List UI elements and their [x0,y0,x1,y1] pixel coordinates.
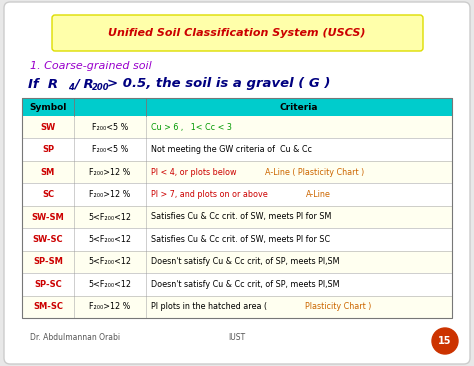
Text: 5<F₂₀₀<12: 5<F₂₀₀<12 [89,213,131,221]
FancyBboxPatch shape [4,2,470,364]
Bar [22,206,452,228]
Bar [22,183,452,206]
Text: Unified Soil Classification System (USCS): Unified Soil Classification System (USCS… [108,28,366,38]
Bar [22,161,452,183]
Text: 200: 200 [92,82,109,92]
Bar [22,116,452,138]
Text: F₂₀₀<5 %: F₂₀₀<5 % [92,123,128,132]
Bar [22,273,452,296]
Bar [22,251,452,273]
Text: Cu > 6 ,   1< Cc < 3: Cu > 6 , 1< Cc < 3 [151,123,232,132]
Text: SM: SM [41,168,55,177]
Text: Satisfies Cu & Cc crit. of SW, meets PI for SC: Satisfies Cu & Cc crit. of SW, meets PI … [151,235,330,244]
Text: F₂₀₀>12 %: F₂₀₀>12 % [89,190,131,199]
Text: SW-SM: SW-SM [32,213,64,221]
Text: A-Line: A-Line [306,190,331,199]
Text: IUST: IUST [228,333,246,343]
Text: PI > 7, and plots on or above: PI > 7, and plots on or above [151,190,270,199]
Text: PI < 4, or plots below: PI < 4, or plots below [151,168,239,177]
Text: SC: SC [42,190,54,199]
Text: Doesn't satisfy Cu & Cc crit, of SP, meets PI,SM: Doesn't satisfy Cu & Cc crit, of SP, mee… [151,257,339,266]
Text: / R: / R [74,78,94,90]
Text: F₂₀₀>12 %: F₂₀₀>12 % [89,302,131,311]
Bar [22,98,452,116]
Text: SP-SC: SP-SC [34,280,62,289]
Text: 1. Coarse-grained soil: 1. Coarse-grained soil [30,61,152,71]
Text: Dr. Abdulmannan Orabi: Dr. Abdulmannan Orabi [30,333,120,343]
Text: Plasticity Chart ): Plasticity Chart ) [305,302,371,311]
Text: 5<F₂₀₀<12: 5<F₂₀₀<12 [89,257,131,266]
Text: 15: 15 [438,336,452,346]
Text: SM-SC: SM-SC [33,302,63,311]
Text: F₂₀₀>12 %: F₂₀₀>12 % [89,168,131,177]
Text: SP-SM: SP-SM [33,257,63,266]
Text: A-Line ( Plasticity Chart ): A-Line ( Plasticity Chart ) [265,168,365,177]
Text: F₂₀₀<5 %: F₂₀₀<5 % [92,145,128,154]
Text: Not meeting the GW criteria of  Cu & Cc: Not meeting the GW criteria of Cu & Cc [151,145,312,154]
Text: > 0.5, the soil is a gravel ( G ): > 0.5, the soil is a gravel ( G ) [107,78,330,90]
Text: SW: SW [40,123,55,132]
Circle shape [432,328,458,354]
Text: Doesn't satisfy Cu & Cc crit, of SP, meets PI,SM: Doesn't satisfy Cu & Cc crit, of SP, mee… [151,280,339,289]
Text: SP: SP [42,145,54,154]
Text: 5<F₂₀₀<12: 5<F₂₀₀<12 [89,280,131,289]
FancyBboxPatch shape [52,15,423,51]
Bar [22,228,452,251]
Text: 5<F₂₀₀<12: 5<F₂₀₀<12 [89,235,131,244]
Bar [22,296,452,318]
Text: If  R: If R [28,78,58,90]
Text: Criteria: Criteria [280,102,318,112]
Text: PI plots in the hatched area (: PI plots in the hatched area ( [151,302,270,311]
Bar [22,98,452,318]
Text: SW-SC: SW-SC [33,235,64,244]
Text: Symbol: Symbol [29,102,67,112]
Text: 4: 4 [68,82,74,92]
Text: Satisfies Cu & Cc crit. of SW, meets PI for SM: Satisfies Cu & Cc crit. of SW, meets PI … [151,213,331,221]
Bar [22,138,452,161]
